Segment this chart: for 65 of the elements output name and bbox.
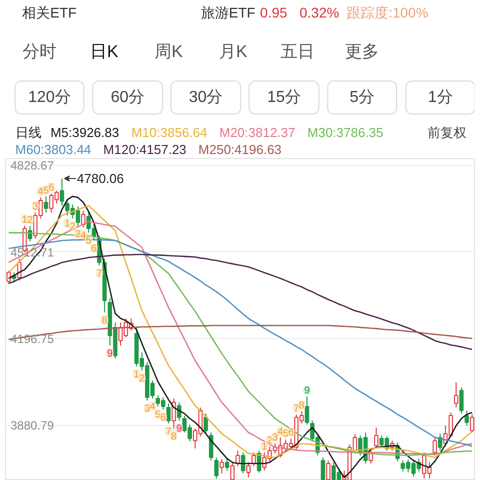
text: 2 — [27, 215, 33, 226]
y-tick-label: 4828.67 — [10, 158, 54, 173]
text: 1 — [22, 214, 28, 226]
text: 2 — [139, 374, 145, 385]
text: 4 — [80, 230, 86, 242]
y-tick-label: 3880.79 — [10, 418, 54, 433]
text: M30:3786.35 — [307, 125, 384, 140]
text: M20:3812.37 — [219, 125, 296, 140]
text: 9 — [304, 386, 310, 397]
text: 4 — [150, 401, 156, 412]
text: 5分 — [350, 89, 375, 106]
text: 5 — [43, 185, 49, 196]
text: 4 — [38, 186, 44, 198]
text: 9 — [107, 348, 113, 360]
text: 6 — [288, 428, 294, 439]
y-tick-label: 4196.75 — [10, 332, 54, 346]
candlestick — [81, 210, 86, 228]
text: 0.32% — [299, 4, 340, 20]
text: M5:3926.83 — [50, 125, 120, 140]
text: 4 — [278, 426, 284, 438]
text: 更多 — [345, 42, 380, 61]
text: 60分 — [110, 89, 145, 106]
text: 2 — [70, 222, 76, 233]
text: 1 — [134, 369, 140, 380]
text: 五日 — [280, 42, 315, 61]
text: 6 — [48, 182, 54, 194]
text: 7 — [166, 426, 172, 438]
text: M120:4157.23 — [103, 142, 186, 157]
text: 分时 — [22, 42, 57, 61]
text: 1 — [262, 442, 268, 453]
text: 6 — [91, 244, 97, 255]
text: 30分 — [188, 89, 223, 106]
text: 8 — [102, 315, 108, 326]
text: 5 — [155, 409, 161, 420]
text: 5 — [86, 236, 92, 247]
text: 8 — [298, 400, 304, 412]
text: 3 — [272, 432, 278, 444]
text: 1 — [64, 218, 70, 230]
text: M250:4196.63 — [198, 142, 282, 157]
text: 3 — [144, 404, 150, 415]
text: 3 — [75, 229, 81, 240]
text: 120分 — [28, 89, 71, 106]
text: 跟踪度:100% — [346, 4, 428, 20]
text: 0.95 — [260, 4, 288, 20]
text: 日K — [90, 42, 120, 61]
text: 9 — [176, 424, 182, 435]
text: 旅游ETF — [200, 4, 256, 20]
text: 15分 — [267, 89, 301, 106]
text: 7 — [96, 268, 102, 280]
candlestick — [172, 398, 176, 429]
text: 6 — [160, 412, 166, 424]
text: 月K — [218, 42, 248, 61]
text: 1分 — [428, 89, 453, 106]
text: 3 — [32, 202, 38, 213]
text: 8 — [171, 431, 177, 442]
legend-title: 日线 — [15, 125, 42, 140]
text: 5 — [282, 428, 288, 440]
text: M10:3856.64 — [131, 125, 208, 140]
text: M60:3803.44 — [15, 142, 92, 157]
text: 相关ETF — [22, 4, 77, 20]
text: 前复权 — [428, 125, 467, 140]
text: 2 — [266, 435, 272, 446]
text: 周K — [154, 42, 184, 61]
text: 7 — [294, 403, 300, 414]
annotation: 4780.06 — [76, 171, 124, 186]
